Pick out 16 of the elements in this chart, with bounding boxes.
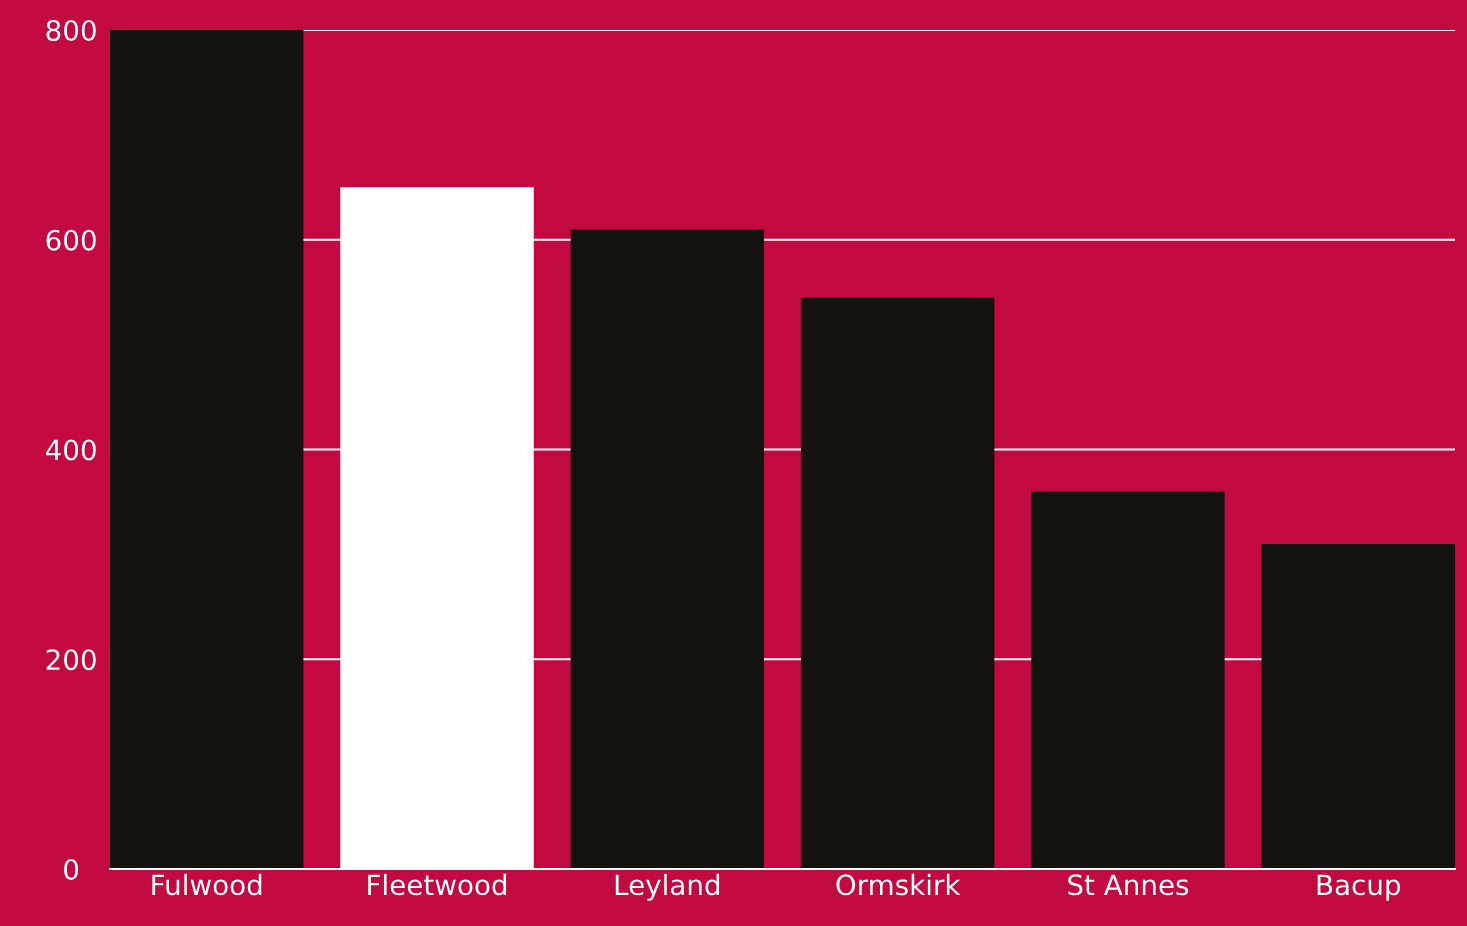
x-tick-label: Fulwood <box>152 873 262 896</box>
bar <box>1031 491 1225 869</box>
bar <box>1261 543 1455 869</box>
x-tick-label: Fleetwood <box>368 873 507 896</box>
bar <box>570 229 765 869</box>
x-tick-label: St Annes <box>1068 874 1189 896</box>
x-tick-label: Leyland <box>615 873 720 901</box>
x-tick-label: Bacup <box>1317 874 1401 901</box>
y-tick-label: 800 <box>46 19 96 41</box>
bar <box>110 30 304 869</box>
y-tick-label: 600 <box>46 229 96 251</box>
y-tick-label: 400 <box>45 439 96 461</box>
bar <box>800 297 995 869</box>
x-tick-label: Ormskirk <box>836 873 961 896</box>
y-tick-label: 0 <box>64 858 79 880</box>
y-tick-label: 200 <box>46 649 96 671</box>
